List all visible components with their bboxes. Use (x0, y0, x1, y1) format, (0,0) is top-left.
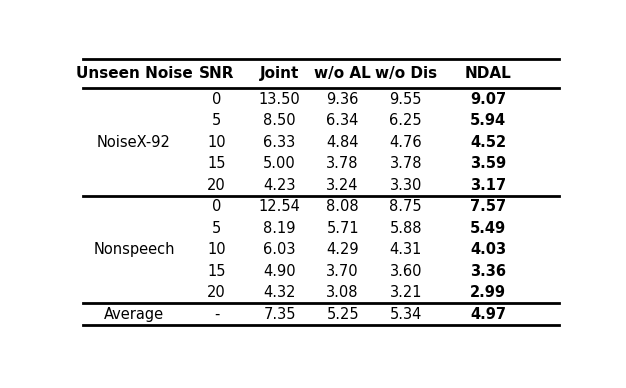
Text: 5: 5 (212, 113, 221, 128)
Text: 8.75: 8.75 (389, 199, 422, 214)
Text: 3.60: 3.60 (389, 264, 422, 279)
Text: 3.21: 3.21 (389, 285, 422, 300)
Text: 7.35: 7.35 (264, 307, 296, 322)
Text: 15: 15 (207, 156, 226, 171)
Text: 5.71: 5.71 (326, 221, 359, 236)
Text: 8.19: 8.19 (264, 221, 296, 236)
Text: 12.54: 12.54 (259, 199, 300, 214)
Text: 4.90: 4.90 (264, 264, 296, 279)
Text: SNR: SNR (199, 66, 234, 81)
Text: 2.99: 2.99 (470, 285, 506, 300)
Text: 0: 0 (212, 92, 221, 107)
Text: 0: 0 (212, 199, 221, 214)
Text: 9.07: 9.07 (470, 92, 506, 107)
Text: 4.31: 4.31 (389, 242, 422, 257)
Text: 10: 10 (207, 135, 226, 150)
Text: 8.08: 8.08 (326, 199, 359, 214)
Text: 10: 10 (207, 242, 226, 257)
Text: 4.84: 4.84 (326, 135, 359, 150)
Text: 5.49: 5.49 (470, 221, 506, 236)
Text: NDAL: NDAL (465, 66, 511, 81)
Text: Nonspeech: Nonspeech (93, 242, 175, 257)
Text: 3.24: 3.24 (326, 178, 359, 193)
Text: -: - (214, 307, 219, 322)
Text: 4.32: 4.32 (264, 285, 296, 300)
Text: 9.55: 9.55 (389, 92, 422, 107)
Text: 3.30: 3.30 (389, 178, 422, 193)
Text: 6.33: 6.33 (264, 135, 295, 150)
Text: 5.94: 5.94 (470, 113, 506, 128)
Text: 5.00: 5.00 (263, 156, 296, 171)
Text: Average: Average (104, 307, 164, 322)
Text: 6.03: 6.03 (264, 242, 296, 257)
Text: w/o Dis: w/o Dis (375, 66, 437, 81)
Text: 5.88: 5.88 (389, 221, 422, 236)
Text: 5: 5 (212, 221, 221, 236)
Text: NoiseX-92: NoiseX-92 (97, 135, 171, 150)
Text: 7.57: 7.57 (470, 199, 506, 214)
Text: 8.50: 8.50 (264, 113, 296, 128)
Text: 3.59: 3.59 (470, 156, 506, 171)
Text: 5.34: 5.34 (389, 307, 422, 322)
Text: 3.78: 3.78 (326, 156, 359, 171)
Text: Joint: Joint (260, 66, 299, 81)
Text: 3.36: 3.36 (470, 264, 506, 279)
Text: 4.76: 4.76 (389, 135, 422, 150)
Text: 6.25: 6.25 (389, 113, 422, 128)
Text: 4.29: 4.29 (326, 242, 359, 257)
Text: 3.17: 3.17 (470, 178, 506, 193)
Text: 20: 20 (207, 285, 226, 300)
Text: 4.97: 4.97 (470, 307, 506, 322)
Text: 4.23: 4.23 (264, 178, 296, 193)
Text: 13.50: 13.50 (259, 92, 300, 107)
Text: w/o AL: w/o AL (314, 66, 371, 81)
Text: 15: 15 (207, 264, 226, 279)
Text: 3.78: 3.78 (389, 156, 422, 171)
Text: 20: 20 (207, 178, 226, 193)
Text: 3.70: 3.70 (326, 264, 359, 279)
Text: 5.25: 5.25 (326, 307, 359, 322)
Text: Unseen Noise: Unseen Noise (76, 66, 192, 81)
Text: 4.03: 4.03 (470, 242, 506, 257)
Text: 9.36: 9.36 (327, 92, 359, 107)
Text: 4.52: 4.52 (470, 135, 506, 150)
Text: 3.08: 3.08 (326, 285, 359, 300)
Text: 6.34: 6.34 (327, 113, 359, 128)
